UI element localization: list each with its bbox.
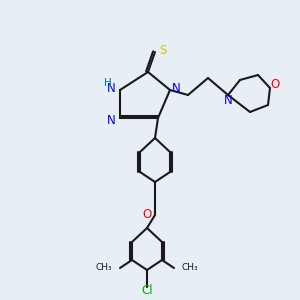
Text: N: N — [224, 94, 232, 106]
Text: O: O — [142, 208, 152, 221]
Text: Cl: Cl — [141, 284, 153, 296]
Text: CH₃: CH₃ — [95, 262, 112, 272]
Text: N: N — [172, 82, 181, 94]
Text: H: H — [104, 78, 112, 88]
Text: N: N — [107, 82, 116, 94]
Text: S: S — [159, 44, 166, 56]
Text: O: O — [270, 79, 280, 92]
Text: N: N — [107, 113, 116, 127]
Text: CH₃: CH₃ — [182, 262, 199, 272]
